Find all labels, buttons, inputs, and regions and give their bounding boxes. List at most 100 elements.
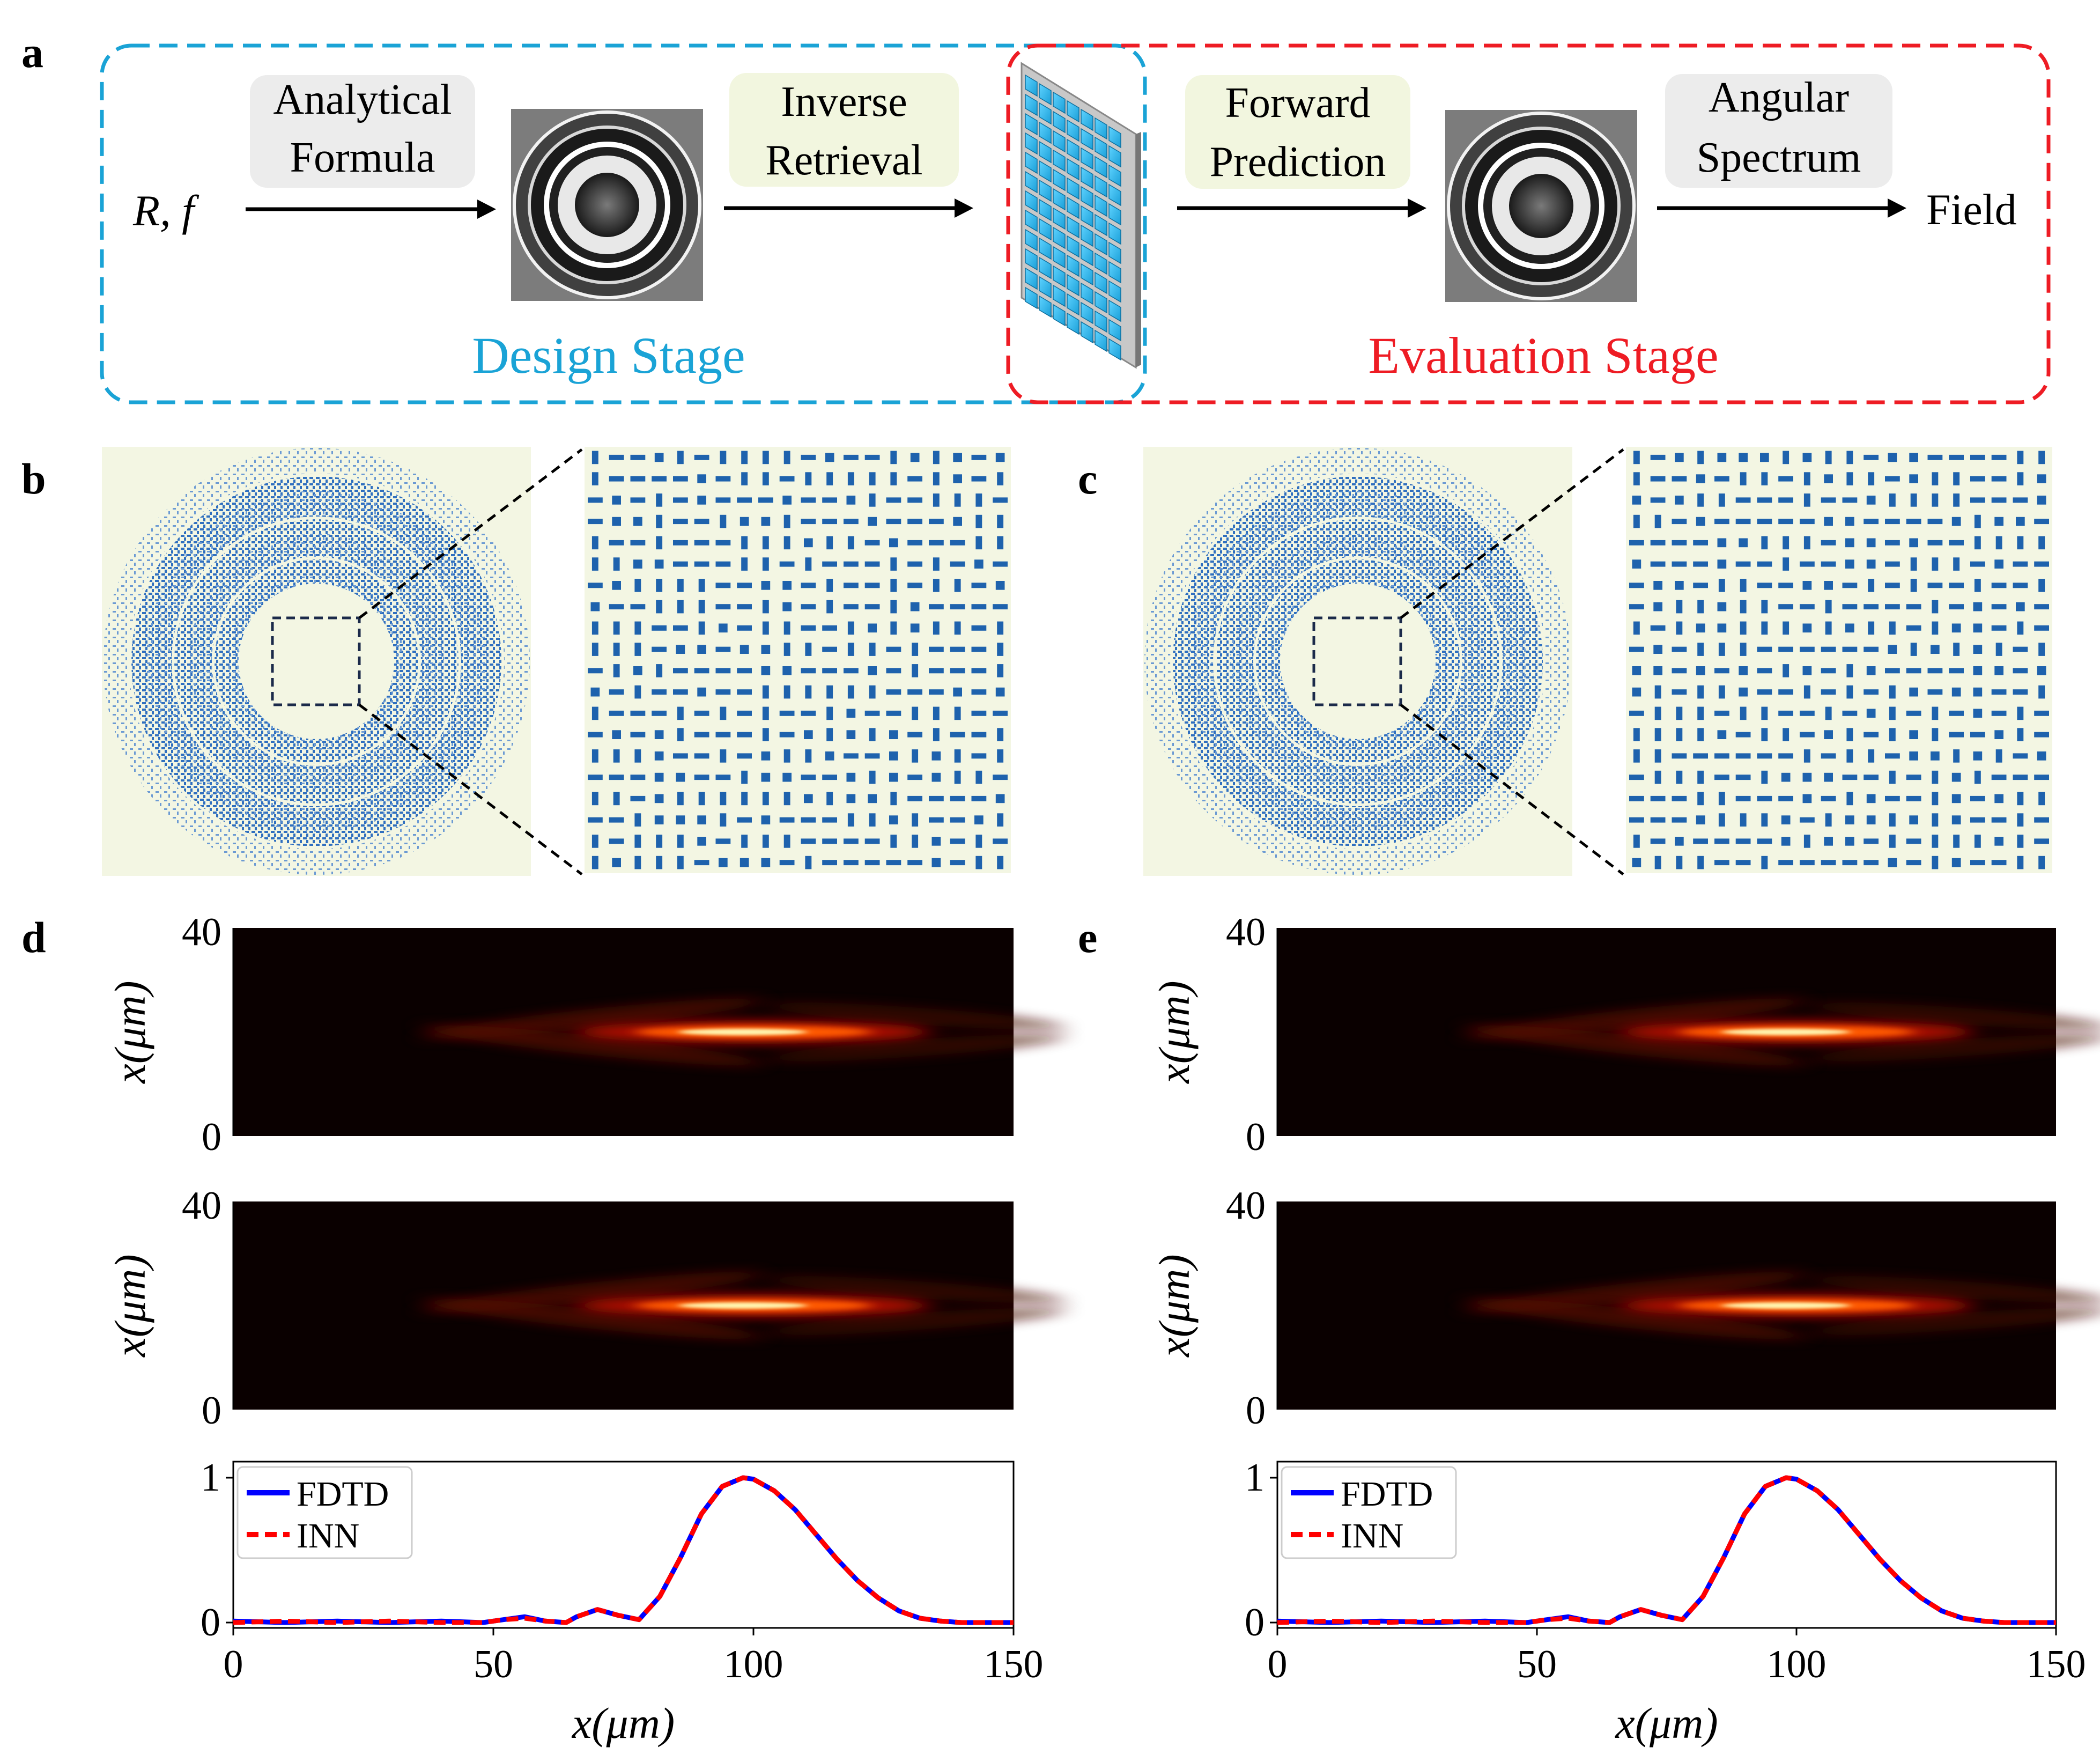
meta-atom <box>783 514 790 528</box>
meta-atom <box>609 775 624 780</box>
meta-atom <box>846 496 856 505</box>
meta-atom <box>697 645 706 654</box>
meta-atom <box>1783 557 1790 571</box>
meta-atom <box>2034 625 2049 631</box>
meta-atom <box>656 514 663 528</box>
meta-atom <box>737 497 752 503</box>
meta-atom <box>822 817 837 823</box>
meta-atom <box>1994 517 2003 526</box>
metasurface-pillar <box>1053 149 1066 172</box>
arrow-analytical <box>246 200 496 219</box>
meta-atom <box>1672 519 1687 525</box>
metasurface-pillar <box>1108 338 1121 361</box>
meta-atom <box>1629 583 1644 588</box>
meta-atom <box>591 557 598 571</box>
meta-atom <box>1825 706 1832 720</box>
meta-atom <box>1842 710 1858 716</box>
metasurface-pillar <box>1067 293 1079 316</box>
meta-atom <box>1864 732 1879 738</box>
metasurface-pillar <box>1081 186 1093 209</box>
meta-atom <box>1932 493 1939 507</box>
meta-atom <box>1821 753 1836 759</box>
legend-box <box>236 1466 413 1559</box>
meta-atom <box>1932 600 1939 614</box>
box-analytical-line2: Formula <box>290 134 435 181</box>
meta-atom <box>1821 795 1836 801</box>
meta-atom <box>2037 666 2046 675</box>
meta-atom <box>1970 476 1985 482</box>
meta-atom <box>912 706 919 720</box>
meta-atom <box>822 668 837 674</box>
meta-atom <box>762 600 769 614</box>
meta-atom <box>844 519 859 525</box>
meta-atom <box>1932 557 1939 571</box>
meta-atom <box>1932 621 1939 635</box>
meta-atom <box>847 621 854 635</box>
meta-atom <box>929 817 944 823</box>
meta-atom <box>677 706 684 720</box>
meta-atom <box>2034 561 2049 567</box>
meta-atom <box>846 772 856 782</box>
meta-atom <box>1889 493 1896 507</box>
meta-atom <box>1696 517 1705 526</box>
meta-atom <box>1718 643 1725 656</box>
meta-atom <box>741 835 748 848</box>
meta-atom <box>1676 600 1683 614</box>
metasurface-pillar <box>1053 188 1066 211</box>
meta-atom <box>634 685 641 699</box>
meta-atom <box>1885 561 1900 567</box>
meta-atom <box>1735 519 1751 525</box>
meta-atom <box>1906 860 1921 866</box>
meta-atom <box>715 497 731 503</box>
meta-atom <box>975 770 982 784</box>
metasurface-pillar <box>1067 235 1079 258</box>
meta-atom <box>2013 497 2028 503</box>
meta-atom <box>1932 835 1939 848</box>
meta-atom <box>1821 689 1836 695</box>
box-angular-line2: Spectrum <box>1697 134 1861 181</box>
meta-atom <box>762 835 769 848</box>
meta-atom <box>805 557 812 571</box>
meta-atom <box>633 666 642 675</box>
meta-atom <box>1696 623 1705 633</box>
meta-atom <box>804 538 813 548</box>
meta-atom <box>844 454 859 460</box>
meta-atom <box>697 474 706 483</box>
meta-atom <box>758 497 773 503</box>
meta-atom <box>697 687 706 697</box>
meta-atom <box>1783 536 1790 550</box>
box-analytical-formula <box>250 75 475 188</box>
meta-atom <box>954 749 961 763</box>
meta-atom <box>697 837 706 846</box>
meta-atom <box>1714 668 1729 674</box>
meta-atom <box>720 792 727 806</box>
meta-atom <box>822 775 837 780</box>
meta-atom <box>869 813 876 827</box>
meta-atom <box>929 646 944 652</box>
meta-atom <box>779 710 795 716</box>
meta-atom <box>864 540 880 545</box>
meta-atom <box>826 472 833 485</box>
meta-atom <box>886 497 901 503</box>
meta-atom <box>1824 730 1833 739</box>
meta-atom <box>995 581 1005 590</box>
meta-atom <box>588 817 603 823</box>
meta-atom <box>715 646 731 652</box>
meta-atom <box>1866 559 1876 569</box>
meta-atom <box>869 728 876 741</box>
meta-atom <box>1889 728 1896 741</box>
meta-atom <box>950 561 965 567</box>
meta-atom <box>826 579 833 592</box>
meta-atom <box>1889 835 1896 848</box>
meta-atom <box>1761 472 1768 485</box>
meta-atom <box>1842 604 1858 610</box>
meta-atom <box>1949 668 1964 674</box>
meta-atom <box>1953 749 1960 763</box>
meta-atom <box>1803 536 1810 550</box>
meta-atom <box>2017 621 2024 635</box>
meta-atom <box>741 536 748 550</box>
meta-atom <box>907 732 922 738</box>
meta-atom <box>761 666 771 675</box>
meta-atom <box>1783 451 1790 465</box>
